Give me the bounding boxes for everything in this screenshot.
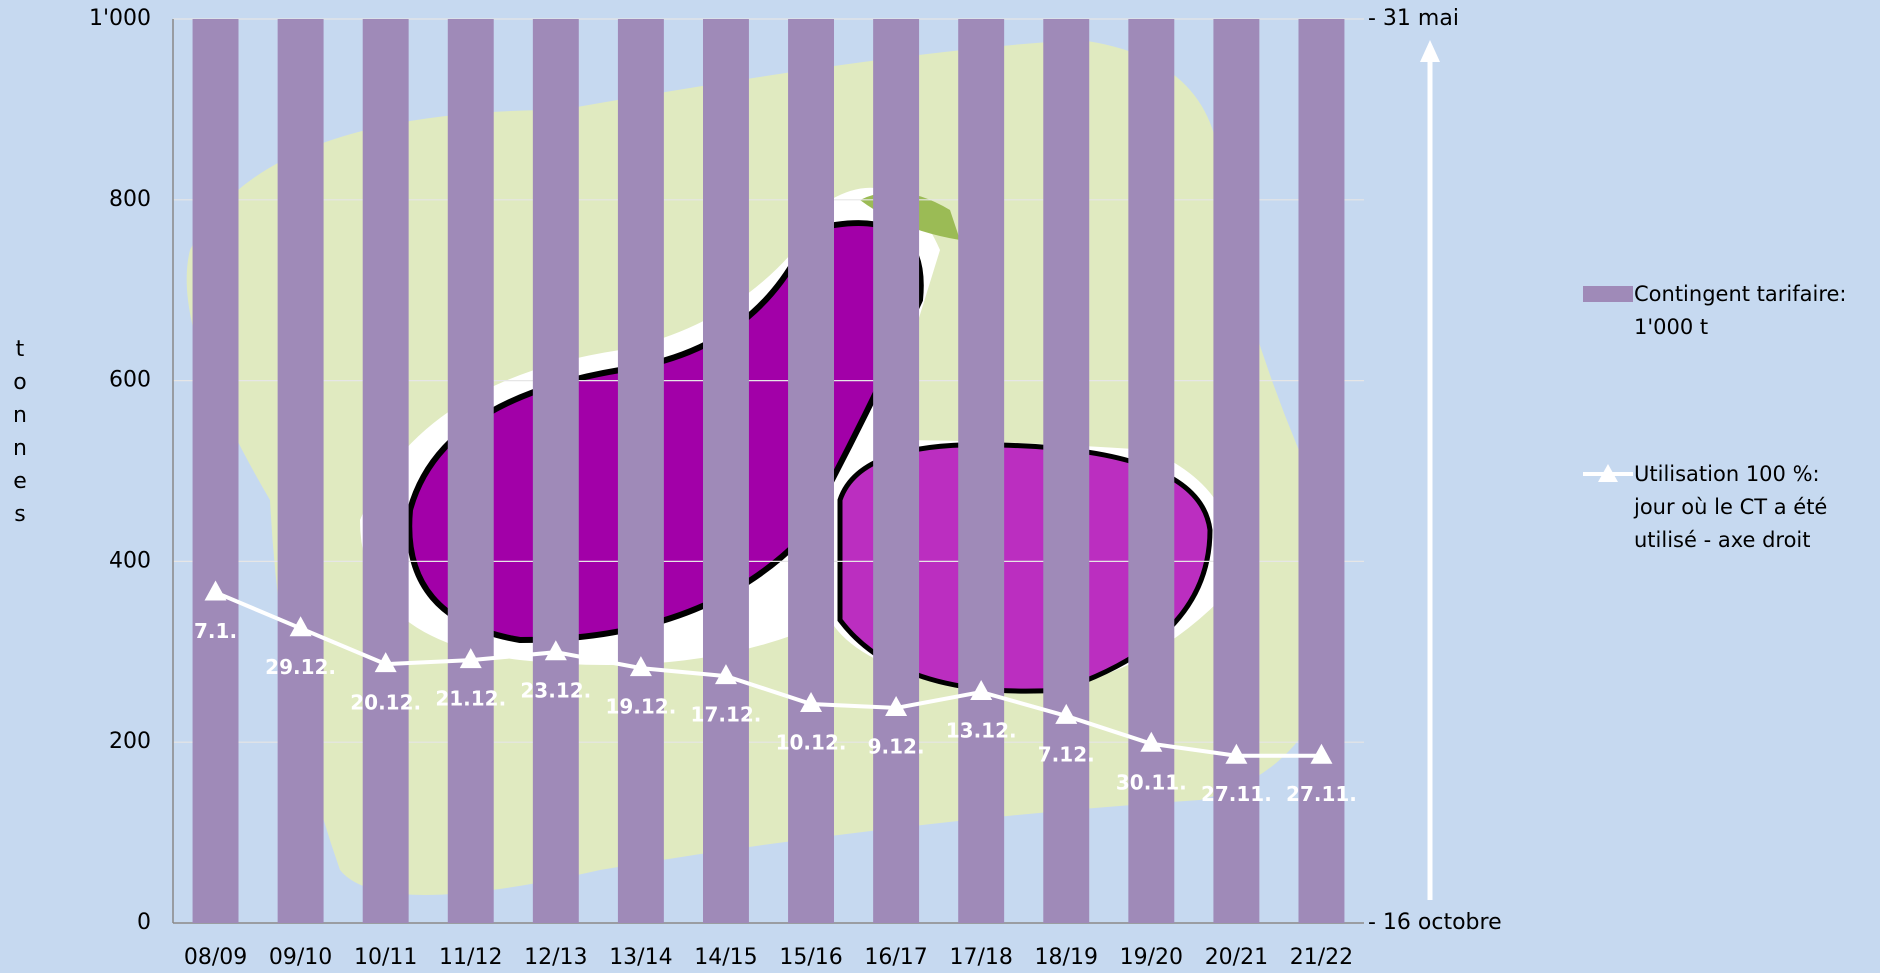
data-label: 19.12.	[605, 695, 676, 719]
y-tick-label: 800	[109, 187, 151, 212]
x-tick-label: 19/20	[1120, 945, 1183, 970]
x-tick-label: 16/17	[864, 945, 927, 970]
bar	[1298, 19, 1345, 923]
y-tick-label: 0	[137, 910, 151, 935]
line-marker	[885, 695, 908, 716]
legend-item: Contingent tarifaire: 1'000 t	[1582, 278, 1874, 344]
y2-tick-label: - 31 mai	[1368, 6, 1459, 31]
x-tick-label: 11/12	[439, 945, 502, 970]
bar	[1128, 19, 1175, 923]
data-label: 17.12.	[691, 703, 762, 727]
data-label: 27.11.	[1201, 782, 1272, 806]
x-tick-label: 12/13	[524, 945, 587, 970]
bar	[192, 19, 239, 923]
y2-tick-label: - 16 octobre	[1368, 910, 1502, 935]
line-marker	[970, 680, 993, 701]
line-marker	[289, 616, 312, 637]
x-tick-label: 18/19	[1035, 945, 1098, 970]
data-label: 27.11.	[1286, 782, 1357, 806]
bar	[1213, 19, 1260, 923]
y-tick-label: 1'000	[89, 6, 151, 31]
y-tick-label: 400	[109, 548, 151, 573]
data-label: 21.12.	[435, 687, 506, 711]
bar	[447, 19, 494, 923]
x-tick-label: 15/16	[779, 945, 842, 970]
x-tick-label: 09/10	[269, 945, 332, 970]
data-label: 7.1.	[194, 619, 237, 643]
line-marker	[1140, 731, 1163, 752]
data-label: 9.12.	[868, 734, 925, 758]
line-marker	[204, 580, 227, 601]
line-marker	[1225, 743, 1248, 764]
bar	[532, 19, 579, 923]
legend-label: Utilisation 100 %: jour où le CT a été u…	[1634, 462, 1828, 552]
line-marker	[544, 640, 567, 661]
line-marker	[374, 652, 397, 673]
legend-item: Utilisation 100 %: jour où le CT a été u…	[1582, 458, 1844, 557]
data-label: 30.11.	[1116, 770, 1187, 794]
bar	[873, 19, 920, 923]
bar	[1043, 19, 1090, 923]
data-label: 29.12.	[265, 655, 336, 679]
y-tick-label: 200	[109, 729, 151, 754]
bar	[702, 19, 749, 923]
line-marker	[714, 664, 737, 685]
bar	[958, 19, 1005, 923]
line-marker	[800, 691, 823, 712]
legend-swatch	[1583, 286, 1633, 302]
x-tick-label: 17/18	[949, 945, 1012, 970]
line	[214, 590, 1322, 758]
bar	[617, 19, 664, 923]
legend-label: Contingent tarifaire: 1'000 t	[1634, 282, 1847, 339]
x-tick-label: 08/09	[184, 945, 247, 970]
y-tick-label: 600	[109, 368, 151, 393]
line-marker	[459, 648, 482, 669]
line-marker	[629, 656, 652, 677]
y2-arrow-head	[1420, 40, 1440, 62]
line-marker	[1310, 743, 1333, 764]
x-tick-label: 13/14	[609, 945, 672, 970]
data-label: 7.12.	[1038, 742, 1095, 766]
data-label: 13.12.	[946, 719, 1017, 743]
line-marker	[1055, 703, 1078, 724]
bar	[362, 19, 409, 923]
x-tick-label: 21/22	[1290, 945, 1353, 970]
x-tick-label: 20/21	[1205, 945, 1268, 970]
x-tick-label: 10/11	[354, 945, 417, 970]
legend-swatch	[1583, 464, 1633, 482]
data-label: 20.12.	[350, 691, 421, 715]
data-label: 23.12.	[520, 679, 591, 703]
bar	[788, 19, 835, 923]
x-tick-label: 14/15	[694, 945, 757, 970]
bar	[277, 19, 324, 923]
data-label: 10.12.	[776, 730, 847, 754]
